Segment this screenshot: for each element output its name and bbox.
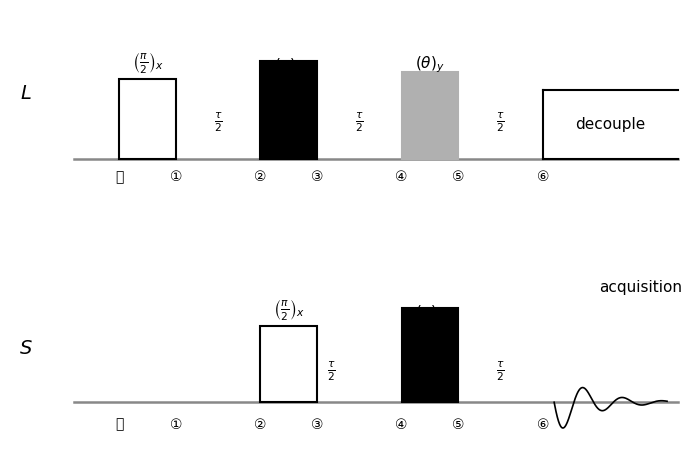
Text: acquisition: acquisition [600, 280, 683, 295]
Bar [260, 325, 317, 402]
Text: ②: ② [254, 418, 267, 431]
Text: ①: ① [170, 418, 182, 431]
Text: ②: ② [254, 170, 267, 184]
Text: ⑥: ⑥ [537, 170, 549, 184]
Text: ⓪: ⓪ [115, 170, 124, 184]
Text: ⓪: ⓪ [115, 418, 124, 431]
Bar [401, 72, 458, 159]
Text: ③: ③ [311, 170, 323, 184]
Bar [119, 79, 176, 159]
Text: $\left(\frac{\pi}{2}\right)_x$: $\left(\frac{\pi}{2}\right)_x$ [132, 50, 163, 75]
Text: ③: ③ [311, 418, 323, 431]
Text: ⑥: ⑥ [537, 418, 549, 431]
Bar [260, 61, 317, 159]
Text: $\frac{\tau}{2}$: $\frac{\tau}{2}$ [496, 359, 505, 383]
Text: decouple: decouple [575, 117, 646, 132]
Text: $L$: $L$ [20, 84, 31, 103]
Text: ①: ① [170, 170, 182, 184]
Text: $\left(\frac{\pi}{2}\right)_x$: $\left(\frac{\pi}{2}\right)_x$ [273, 297, 304, 322]
Bar [401, 308, 458, 402]
Text: $\frac{\tau}{2}$: $\frac{\tau}{2}$ [214, 111, 223, 134]
Text: $(\theta)_y$: $(\theta)_y$ [415, 55, 445, 75]
Text: ⑤: ⑤ [452, 418, 464, 431]
Text: ④: ④ [396, 170, 408, 184]
Text: $\frac{\tau}{2}$: $\frac{\tau}{2}$ [496, 111, 505, 134]
Text: $\frac{\tau}{2}$: $\frac{\tau}{2}$ [327, 359, 336, 383]
Text: $(\pi)_x$: $(\pi)_x$ [274, 57, 304, 75]
Text: $S$: $S$ [19, 339, 32, 358]
Text: $\frac{\tau}{2}$: $\frac{\tau}{2}$ [355, 111, 364, 134]
Text: ④: ④ [396, 418, 408, 431]
Text: ⑤: ⑤ [452, 170, 464, 184]
Text: $(\pi)_x$: $(\pi)_x$ [415, 304, 445, 322]
